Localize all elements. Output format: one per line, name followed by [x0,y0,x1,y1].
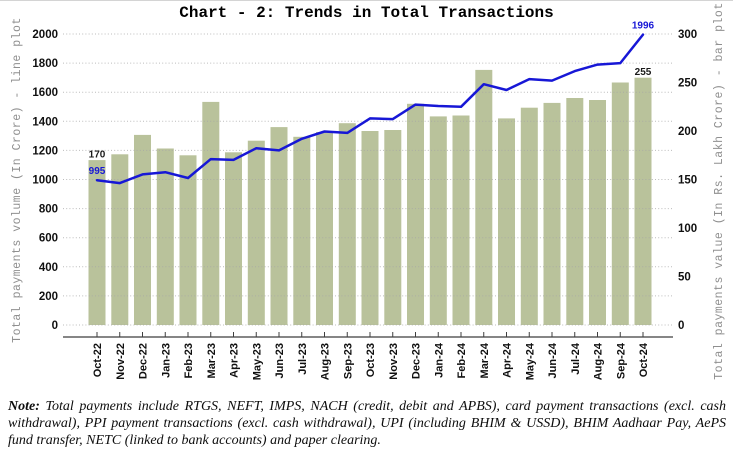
month-label: Jul-24 [570,342,582,375]
bar-May-23 [247,140,265,325]
left-tick-label: 400 [39,262,58,274]
month-label: Sep-23 [342,343,354,379]
month-label: Jul-23 [297,343,309,375]
bar-Dec-23 [407,103,424,325]
data-label-1996: 1996 [632,21,655,32]
bar-Nov-22 [111,154,129,325]
left-tick-label: 1400 [32,116,58,128]
combo-chart-plot: 0 200 400 600 800 1000 1200 1400 1600 1800 2000 0 50… [11,2,726,380]
right-axis-ticks: 0 50 100 150 200 250 300 [678,29,697,332]
month-label: Jan-23 [160,343,172,378]
right-tick-label: 300 [678,29,697,41]
right-tick-label: 100 [678,223,697,235]
right-tick-label: 150 [678,175,697,187]
bar-Jun-23 [270,127,288,325]
month-label: Jan-24 [433,342,445,378]
left-axis: Total payments volume (In Crore) - line … [11,17,24,343]
left-tick-label: 200 [39,291,58,303]
left-tick-label: 0 [52,320,58,332]
left-tick-label: 1600 [32,87,58,99]
bar-Aug-23 [316,132,333,325]
bar-Jan-23 [156,148,174,325]
x-axis-labels: Oct-22 Nov-22 Dec-22 Jan-23 Feb-23 Mar-23 Apr-… [92,342,650,380]
data-label-170: 170 [89,150,106,161]
month-label: Jun-23 [274,343,286,378]
bar-Mar-23 [202,101,220,326]
bar-Apr-23 [225,152,242,325]
bar-Feb-24 [452,115,470,325]
month-label: Oct-22 [92,343,104,377]
bar-Sep-24 [611,82,629,325]
month-label: May-24 [524,342,536,380]
bar-Aug-24 [589,100,606,325]
month-label: May-23 [251,343,263,380]
footnote: Note: Total payments include RTGS, NEFT,… [8,398,726,449]
bar-Feb-23 [179,155,197,326]
month-label: Jun-24 [547,342,559,378]
right-tick-label: 200 [678,126,697,138]
month-label: Oct-24 [638,342,650,377]
bar-Jul-24 [566,98,584,325]
month-label: Feb-24 [456,342,468,378]
month-label: Aug-23 [320,343,332,380]
bar-Nov-23 [384,130,402,325]
right-axis-title: Total payments value (In Rs. Lakh Crore)… [713,2,726,379]
left-axis-title: Total payments volume (In Crore) - line … [11,17,24,343]
month-label: Apr-23 [229,343,241,378]
month-label: Mar-23 [206,343,218,378]
chart-title: Chart - 2: Trends in Total Transactions [179,4,554,22]
left-tick-label: 1000 [32,175,58,187]
data-label-255: 255 [635,67,652,78]
month-label: Apr-24 [502,342,514,378]
month-label: Nov-22 [115,343,127,380]
left-axis-ticks: 0 200 400 600 800 1000 1200 1400 1600 1800 2000 [32,29,58,332]
bar-May-24 [520,107,538,325]
bar-Apr-24 [498,118,515,326]
data-label-995: 995 [89,166,106,177]
right-axis: Total payments value (In Rs. Lakh Crore)… [713,2,726,379]
right-tick-label: 50 [678,272,691,284]
bar-Jul-23 [293,136,311,325]
bar-Jun-24 [543,102,561,326]
left-tick-label: 800 [39,204,58,216]
bar-Mar-24 [475,69,493,326]
bar-Sep-23 [338,123,356,325]
month-label: Dec-23 [411,343,423,379]
month-label: Dec-22 [138,343,150,379]
month-label: Sep-24 [615,342,627,379]
left-tick-label: 2000 [32,29,58,41]
left-tick-label: 1800 [32,58,58,70]
month-label: Nov-23 [388,343,400,380]
bar-Oct-22 [88,160,106,325]
bar-Jan-24 [429,116,447,326]
footnote-text: Total payments include RTGS, NEFT, IMPS,… [8,399,726,448]
x-axis [63,332,673,338]
left-tick-label: 1200 [32,145,58,157]
bar-series [88,69,652,326]
line-series [95,33,645,185]
left-tick-label: 600 [39,233,58,245]
month-label: Oct-23 [365,343,377,377]
trend-line [95,33,645,185]
month-label: Feb-23 [183,343,195,378]
right-tick-label: 250 [678,78,697,90]
month-label: Aug-24 [593,342,605,380]
footnote-label: Note: [8,399,40,414]
annotations: 170 995 1996 255 [89,21,655,178]
right-tick-label: 0 [678,320,684,332]
month-label: Mar-24 [479,342,491,378]
bar-Dec-22 [134,134,151,325]
bar-Oct-24 [634,77,652,325]
